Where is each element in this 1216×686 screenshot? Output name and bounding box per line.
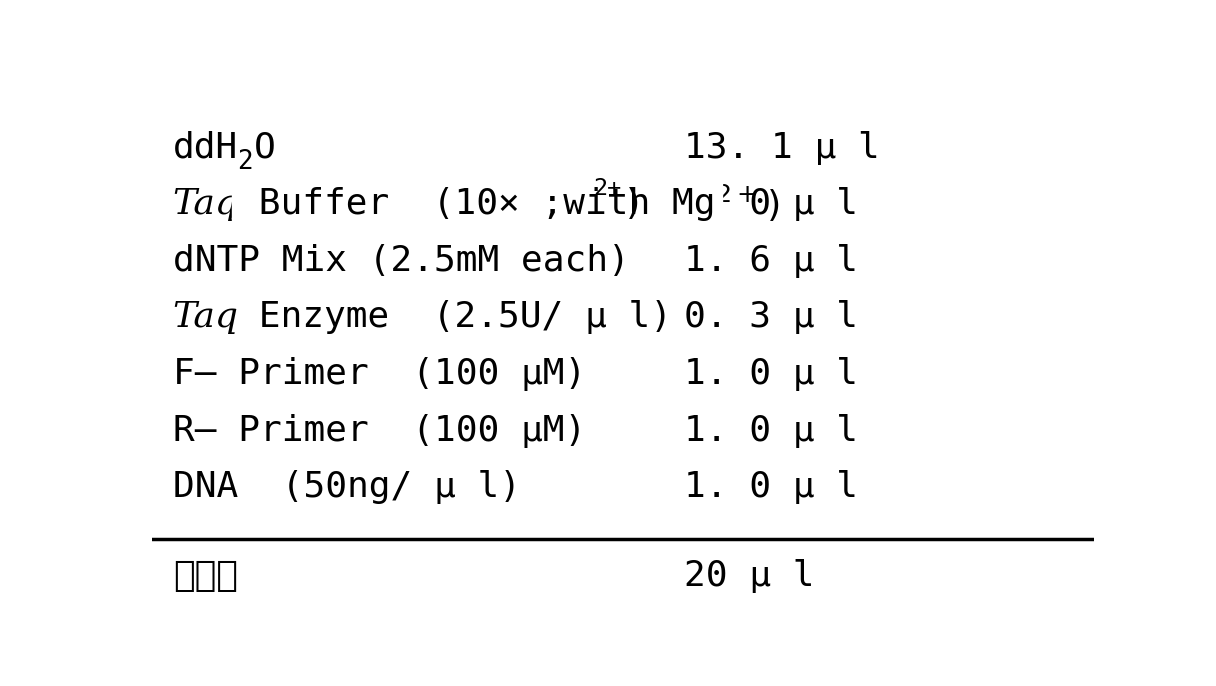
Text: 13. 1 μ l: 13. 1 μ l bbox=[685, 130, 880, 165]
Text: F– Primer  (100 μM): F– Primer (100 μM) bbox=[173, 357, 586, 391]
Text: DNA  (50ng/ μ l): DNA (50ng/ μ l) bbox=[173, 470, 520, 504]
Text: ddH: ddH bbox=[173, 130, 238, 165]
Bar bbox=[232, 172, 722, 236]
Text: R– Primer  (100 μM): R– Primer (100 μM) bbox=[173, 414, 586, 447]
Text: Taq: Taq bbox=[173, 187, 238, 221]
Text: dNTP Mix (2.5mM each): dNTP Mix (2.5mM each) bbox=[173, 244, 630, 278]
Text: ): ) bbox=[623, 187, 644, 221]
Text: 1. 6 μ l: 1. 6 μ l bbox=[685, 244, 858, 278]
Text: 0. 3 μ l: 0. 3 μ l bbox=[685, 300, 858, 334]
Text: Buffer  (10× ;with Mg: Buffer (10× ;with Mg bbox=[237, 187, 715, 221]
Bar bbox=[168, 119, 497, 177]
Text: Enzyme  (2.5U/ μ l): Enzyme (2.5U/ μ l) bbox=[237, 300, 671, 334]
Text: 20 μ l: 20 μ l bbox=[685, 559, 815, 593]
Text: O: O bbox=[254, 130, 276, 165]
Text: Buffer  (10× ;with Mg$^{2+}$): Buffer (10× ;with Mg$^{2+}$) bbox=[237, 182, 779, 226]
Text: ddH$_2$O: ddH$_2$O bbox=[173, 129, 277, 166]
Text: 1. 0 μ l: 1. 0 μ l bbox=[685, 470, 858, 504]
Text: Taq: Taq bbox=[173, 300, 238, 334]
Text: 1. 0 μ l: 1. 0 μ l bbox=[685, 357, 858, 391]
Text: 2: 2 bbox=[237, 150, 253, 176]
Text: 2. 0 μ l: 2. 0 μ l bbox=[685, 187, 858, 221]
Text: 1. 0 μ l: 1. 0 μ l bbox=[685, 414, 858, 447]
Text: 2+: 2+ bbox=[593, 177, 621, 200]
Text: 总体积: 总体积 bbox=[173, 559, 237, 593]
